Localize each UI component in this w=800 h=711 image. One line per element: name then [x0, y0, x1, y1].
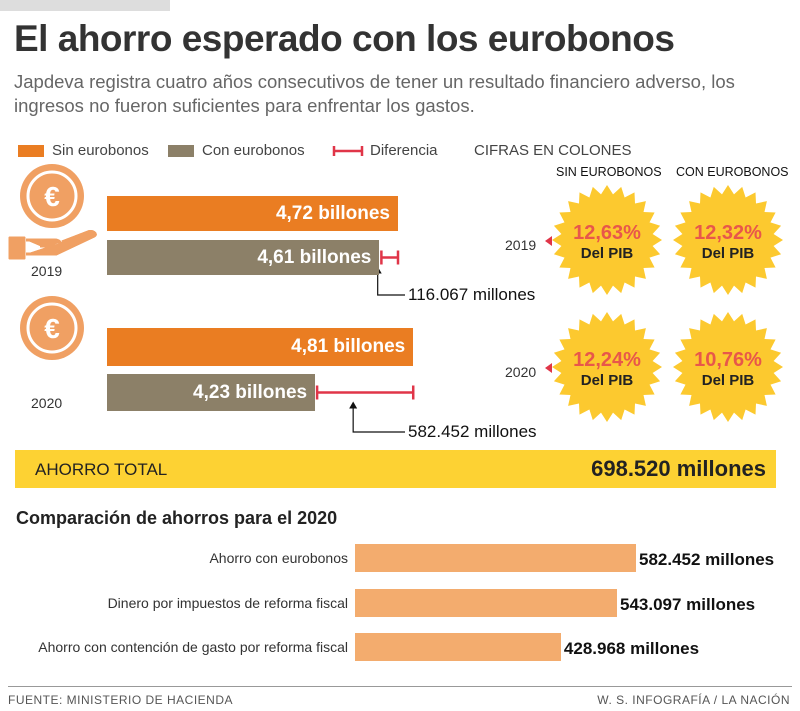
comparison-label: Ahorro con contención de gasto por refor… [38, 639, 348, 655]
footer-divider [8, 686, 792, 687]
pib-percent: 12,63% [573, 222, 641, 244]
coin-ring [26, 170, 78, 222]
total-bar: AHORRO TOTAL 698.520 millones [15, 450, 776, 488]
comparison-value: 543.097 millones [620, 595, 756, 614]
year-label: 2020 [31, 395, 63, 411]
diff-bracket-icon [332, 146, 364, 157]
pib-badge-text: 12,24% Del PIB [552, 349, 662, 389]
comparison-bar [355, 544, 636, 572]
pib-badge [552, 185, 662, 295]
col-head-sin: SIN EUROBONOS [556, 165, 662, 179]
units-note: CIFRAS EN COLONES [474, 142, 632, 159]
bar-con-eurobonos: 4,61 billones [107, 240, 380, 275]
difference-label: 116.067 millones [408, 285, 536, 304]
comparison-bar [355, 589, 617, 617]
bar-con-eurobonos: 4,23 billones [107, 374, 316, 411]
pib-badge [552, 312, 662, 422]
pib-suffix: Del PIB [701, 245, 755, 262]
legend-swatch-con [168, 145, 194, 158]
pib-badge [673, 185, 783, 295]
bar-sin-eurobonos: 4,72 billones [107, 196, 398, 231]
page-title: El ahorro esperado con los eurobonos [14, 18, 675, 59]
legend-label: Con eurobonos [202, 142, 305, 159]
pib-suffix: Del PIB [580, 372, 634, 389]
comparison-value: 428.968 millones [563, 639, 700, 658]
coin-ring [26, 302, 78, 354]
year-label: 2019 [31, 263, 63, 279]
callout-line [377, 269, 405, 296]
legend-sin: Sin eurobonos [18, 142, 149, 159]
bar-sin-eurobonos: 4,81 billones [107, 328, 414, 366]
pib-badge-text: 10,76% Del PIB [673, 349, 783, 389]
euro-icon: € [44, 181, 60, 212]
legend-label: Diferencia [370, 142, 438, 159]
total-label: AHORRO TOTAL [35, 460, 168, 479]
pib-suffix: Del PIB [580, 245, 634, 262]
total-value: 698.520 millones [591, 456, 766, 481]
pointer-arrow-icon [545, 363, 552, 373]
callout-line [352, 404, 405, 433]
comparison-bar [355, 633, 561, 661]
pib-percent: 10,76% [694, 349, 762, 371]
difference-label: 582.452 millones [408, 422, 537, 441]
difference-bracket [380, 250, 400, 265]
legend-con: Con eurobonos [168, 142, 305, 159]
badge-year-label: 2020 [505, 364, 537, 380]
comparison-label: Dinero por impuestos de reforma fiscal [107, 595, 348, 611]
hand-icon [8, 230, 97, 260]
pib-badge [673, 312, 783, 422]
top-bar-decoration [0, 0, 170, 11]
source: FUENTE: MINISTERIO DE HACIENDA [8, 693, 234, 707]
pib-percent: 12,24% [573, 349, 641, 371]
credit: W. S. INFOGRAFÍA / LA NACIÓN [597, 693, 790, 707]
legend-label: Sin eurobonos [52, 142, 149, 159]
euro-icon: € [44, 313, 60, 344]
legend-diff: Diferencia [332, 142, 438, 159]
comparison-value: 582.452 millones [639, 550, 775, 569]
difference-bracket [315, 385, 415, 400]
pointer-arrow-icon [545, 236, 552, 246]
pib-badge-text: 12,63% Del PIB [552, 222, 662, 262]
badge-year-label: 2019 [505, 237, 537, 253]
legend-swatch-sin [18, 145, 44, 158]
callout-arrow [349, 401, 358, 409]
comparison-title: Comparación de ahorros para el 2020 [16, 508, 338, 528]
subtitle: Japdeva registra cuatro años consecutivo… [14, 71, 735, 116]
pib-badge-text: 12,32% Del PIB [673, 222, 783, 262]
col-head-con: CON EUROBONOS [676, 165, 789, 179]
comparison-label: Ahorro con eurobonos [209, 550, 348, 566]
pib-percent: 12,32% [694, 222, 762, 244]
pib-suffix: Del PIB [701, 372, 755, 389]
